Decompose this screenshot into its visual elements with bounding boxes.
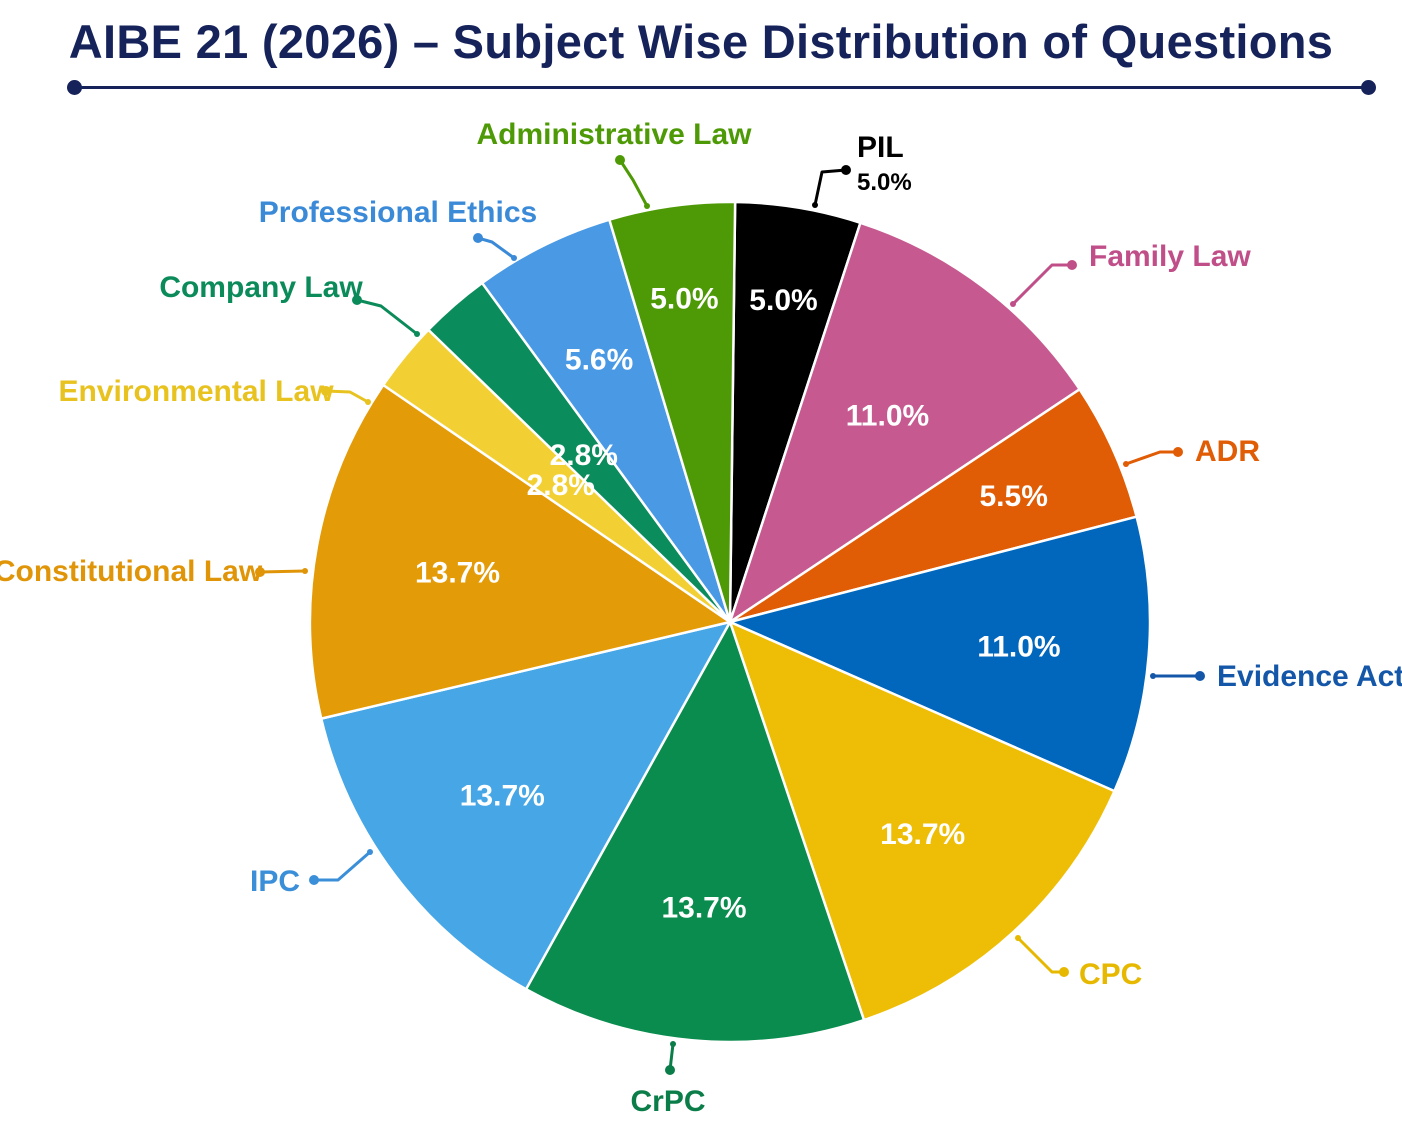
outside-label-pil: PIL — [857, 131, 904, 164]
leader-dot-professional-ethics — [473, 233, 483, 243]
leader-line-administrative-law — [618, 158, 649, 208]
leader-line-environmental-law — [324, 389, 370, 404]
leader-dot-family-law — [1067, 260, 1077, 270]
leader-dot-adr — [1173, 447, 1183, 457]
leader-dot-crpc — [665, 1065, 675, 1075]
leader-dot-environmental-law — [365, 399, 371, 405]
pie-slice-evidence-act — [728, 515, 1152, 793]
pie-leader-lines — [255, 155, 1205, 1075]
leader-dot-pil — [841, 165, 851, 175]
outside-label-cpc: CPC — [1079, 958, 1142, 991]
pie-slice-adr — [728, 388, 1138, 624]
value-label-pil: 5.0% — [749, 284, 817, 317]
pie-slice-crpc — [524, 620, 866, 1044]
chart-title: AIBE 21 (2026) – Subject Wise Distributi… — [68, 15, 1334, 68]
value-label-evidence-act: 11.0% — [977, 630, 1060, 663]
pie-slice-cpc — [728, 620, 1116, 1022]
leader-dot-administrative-law — [644, 203, 650, 209]
leader-dot-cpc — [1059, 967, 1069, 977]
leader-dot-ipc — [367, 849, 373, 855]
leader-dot-ipc — [309, 875, 319, 885]
title-underline-left-dot — [67, 80, 82, 95]
leader-dot-adr — [1123, 461, 1129, 467]
pie-slice-professional-ethics — [480, 218, 732, 624]
pie-outside-labels: PIL 5.0% Family Law ADR Evidence Act CPC CrPC I… — [0, 118, 1402, 1118]
leader-line-adr — [1124, 450, 1180, 466]
leader-dot-administrative-law — [615, 155, 625, 165]
value-label-family-law: 11.0% — [846, 400, 929, 433]
value-label-adr: 5.5% — [980, 480, 1048, 513]
outside-label-constitutional-law: Constitutional Law — [0, 555, 263, 588]
value-label-ipc: 13.7% — [460, 779, 545, 812]
title-underline-right-dot — [1361, 80, 1376, 95]
leader-dot-constitutional-law — [255, 567, 265, 577]
value-label-constitutional-law: 13.7% — [415, 556, 500, 589]
leader-dot-family-law — [1010, 301, 1016, 307]
outside-sublabel-pil: 5.0% — [857, 169, 912, 196]
leader-dot-evidence-act — [1150, 673, 1156, 679]
outside-label-family-law: Family Law — [1089, 240, 1251, 273]
leader-line-cpc — [1016, 936, 1066, 974]
pie-slice-administrative-law — [608, 200, 737, 624]
value-label-environmental-law: 2.8% — [527, 469, 595, 502]
pie-slice-constitutional-law — [308, 383, 732, 720]
title-underline — [74, 86, 1368, 89]
pie-value-labels: 5.0% 11.0% 5.5% 11.0% 13.7% 13.7% 13.7% 13.7% 2.… — [415, 283, 1061, 925]
leader-dot-cpc — [1015, 935, 1021, 941]
outside-label-environmental-law: Environmental Law — [58, 375, 334, 408]
outside-label-professional-ethics: Professional Ethics — [259, 196, 537, 229]
leader-line-professional-ethics — [476, 236, 516, 260]
value-label-administrative-law: 5.0% — [650, 283, 718, 316]
value-label-cpc: 13.7% — [880, 818, 965, 851]
outside-label-company-law: Company Law — [159, 271, 363, 304]
pie-slice-family-law — [728, 221, 1081, 624]
leader-line-pil — [813, 168, 848, 207]
outside-label-crpc: CrPC — [630, 1085, 705, 1118]
leader-dot-environmental-law — [321, 386, 331, 396]
outside-label-ipc: IPC — [250, 865, 300, 898]
leader-dot-constitutional-law — [302, 568, 308, 574]
leader-dot-evidence-act — [1195, 671, 1205, 681]
leader-line-ipc — [312, 850, 372, 882]
pie-slices — [308, 200, 1152, 1044]
leader-dot-pil — [812, 202, 818, 208]
leader-dot-company-law — [352, 295, 362, 305]
value-label-company-law: 2.8% — [550, 439, 618, 472]
leader-dot-company-law — [414, 331, 420, 337]
value-label-crpc: 13.7% — [661, 891, 746, 924]
value-label-professional-ethics: 5.6% — [565, 344, 633, 377]
leader-line-family-law — [1011, 263, 1074, 306]
leader-dot-crpc — [670, 1041, 676, 1047]
leader-line-company-law — [355, 298, 419, 336]
leader-line-constitutional-law — [258, 569, 307, 574]
pie-slice-ipc — [320, 620, 732, 991]
outside-label-adr: ADR — [1195, 435, 1260, 468]
outside-label-administrative-law: Administrative Law — [476, 118, 752, 151]
leader-dot-professional-ethics — [511, 255, 517, 261]
outside-label-evidence-act: Evidence Act — [1217, 660, 1402, 693]
